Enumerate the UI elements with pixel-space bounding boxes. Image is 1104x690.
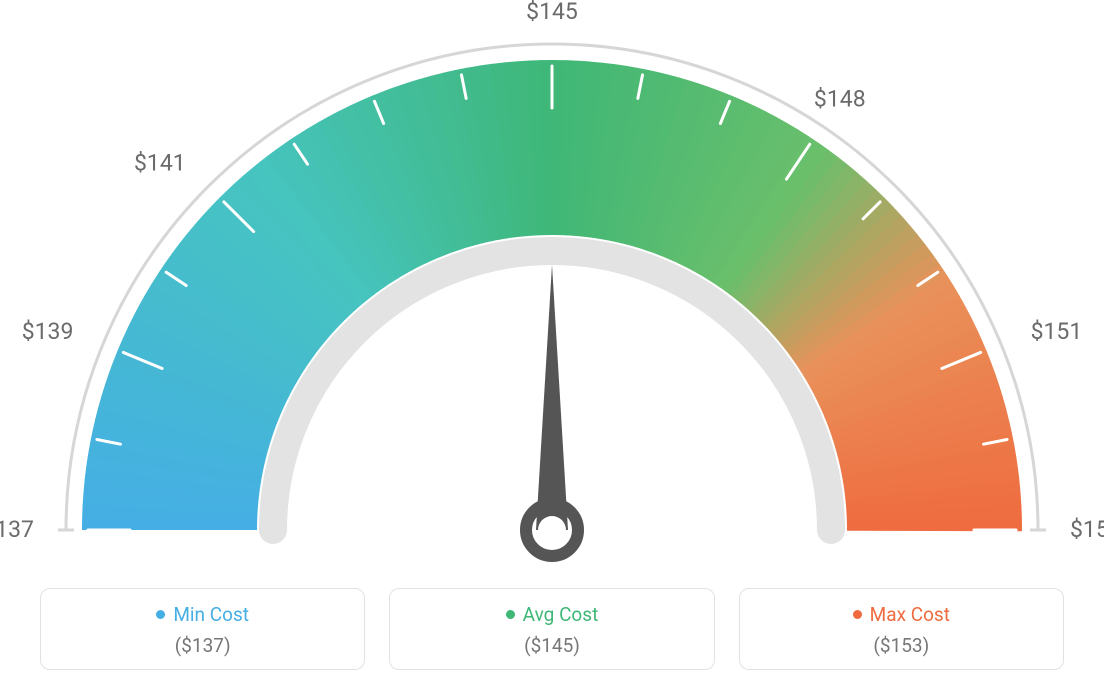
avg-cost-card: Avg Cost ($145)	[389, 588, 714, 670]
tick-label: $153	[1070, 516, 1104, 543]
tick-label: $139	[22, 318, 74, 345]
legend-label: Avg Cost	[523, 603, 599, 626]
legend-value: ($153)	[740, 634, 1063, 657]
tick-label: $145	[526, 0, 578, 25]
legend-title: Max Cost	[853, 603, 950, 626]
tick-label: $151	[1031, 318, 1083, 345]
gauge-needle	[536, 265, 568, 530]
legend-label: Max Cost	[870, 603, 950, 626]
legend-dot-icon	[853, 610, 862, 619]
legend-dot-icon	[506, 610, 515, 619]
tick-label: $148	[814, 85, 866, 112]
legend-value: ($145)	[390, 634, 713, 657]
legend-row: Min Cost ($137) Avg Cost ($145) Max Cost ($15…	[40, 588, 1064, 670]
legend-value: ($137)	[41, 634, 364, 657]
legend-dot-icon	[156, 610, 165, 619]
legend-title: Min Cost	[156, 603, 249, 626]
legend-title: Avg Cost	[506, 603, 599, 626]
gauge-svg: $137 $139 $141 $145 $148 $151 $153	[0, 0, 1104, 570]
tick-label: $141	[134, 150, 186, 177]
min-cost-card: Min Cost ($137)	[40, 588, 365, 670]
tick-label: $137	[0, 516, 34, 543]
cost-gauge: $137 $139 $141 $145 $148 $151 $153	[0, 0, 1104, 560]
legend-label: Min Cost	[173, 603, 249, 626]
max-cost-card: Max Cost ($153)	[739, 588, 1064, 670]
